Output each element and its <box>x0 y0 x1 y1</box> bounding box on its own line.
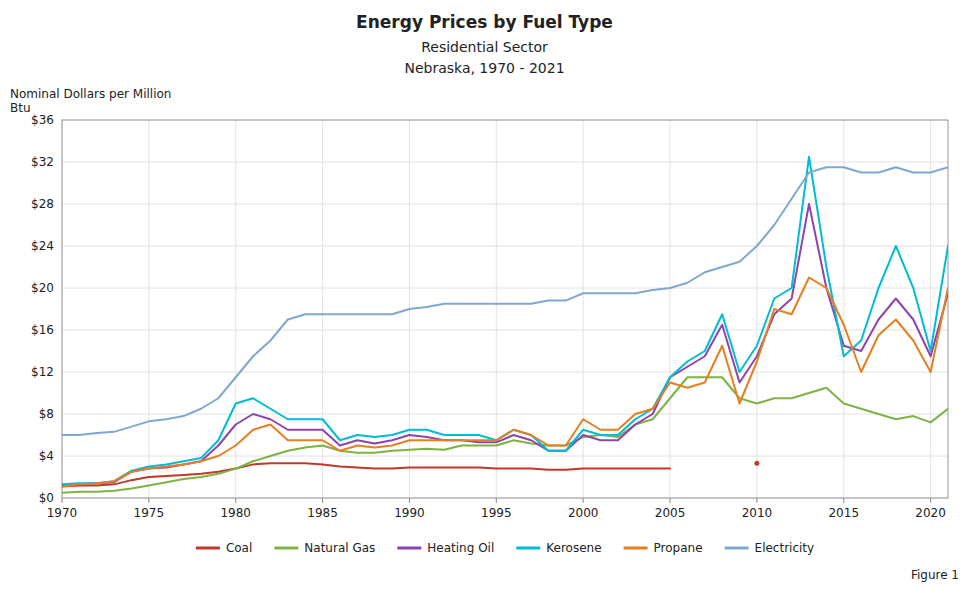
x-grid-line <box>756 120 757 498</box>
line <box>62 278 948 487</box>
y-tick-label: $28 <box>31 197 54 211</box>
legend-item: Propane <box>624 541 703 555</box>
legend-swatch <box>397 547 421 550</box>
x-tick-label: 2005 <box>655 506 686 520</box>
y-grid-line <box>62 414 948 415</box>
title: Energy Prices by Fuel Type <box>356 12 613 32</box>
y-grid-line <box>62 456 948 457</box>
x-tick <box>322 498 323 503</box>
legend-swatch <box>725 547 749 550</box>
x-tick <box>583 498 584 503</box>
y-tick-label: $20 <box>31 281 54 295</box>
y-tick-label: $12 <box>31 365 54 379</box>
legend-item: Coal <box>196 541 252 555</box>
x-tick <box>670 498 671 503</box>
legend-label: Coal <box>226 541 252 555</box>
subtitle: Nebraska, 1970 - 2021 <box>404 60 564 76</box>
x-tick <box>930 498 931 503</box>
line <box>62 167 948 435</box>
plot-frame <box>62 120 948 498</box>
y-tick-label: $24 <box>31 239 54 253</box>
legend-label: Heating Oil <box>427 541 494 555</box>
legend-swatch <box>624 547 648 550</box>
grid <box>62 120 948 498</box>
y-grid-line <box>62 162 948 163</box>
legend-item: Natural Gas <box>274 541 375 555</box>
subtitle: Residential Sector <box>421 39 548 55</box>
legend-swatch <box>196 547 220 550</box>
x-tick-label: 1980 <box>220 506 251 520</box>
x-tick <box>756 498 757 503</box>
y-tick-label: $8 <box>39 407 54 421</box>
y-tick-label: $4 <box>39 449 54 463</box>
x-tick-label: 1975 <box>134 506 165 520</box>
x-tick <box>409 498 410 503</box>
x-tick <box>843 498 844 503</box>
x-tick <box>148 498 149 503</box>
line <box>62 204 948 485</box>
legend-label: Electricity <box>755 541 815 555</box>
line-point <box>754 461 759 466</box>
x-tick-label: 2000 <box>568 506 599 520</box>
y-grid-line <box>62 204 948 205</box>
x-grid-line <box>930 120 931 498</box>
x-grid-line <box>148 120 149 498</box>
annotation: Figure 1 <box>911 568 959 582</box>
legend-label: Propane <box>654 541 703 555</box>
legend-swatch <box>274 547 298 550</box>
y-grid-line <box>62 330 948 331</box>
legend-label: Kerosene <box>546 541 601 555</box>
x-grid-line <box>235 120 236 498</box>
x-grid-line <box>670 120 671 498</box>
y-grid-line <box>62 288 948 289</box>
x-grid-line <box>843 120 844 498</box>
legend-label: Natural Gas <box>304 541 375 555</box>
y-tick-label: $0 <box>39 491 54 505</box>
x-tick-label: 2020 <box>915 506 946 520</box>
x-tick-label: 2010 <box>742 506 773 520</box>
y-label: Nominal Dollars per Million <box>10 87 171 101</box>
x-tick <box>62 498 63 503</box>
legend-item: Kerosene <box>516 541 601 555</box>
x-tick-label: 1970 <box>47 506 78 520</box>
y-grid-line <box>62 372 948 373</box>
chart: Energy Prices by Fuel Type Residential Se… <box>0 0 969 589</box>
series-group <box>62 157 948 493</box>
legend-swatch <box>516 547 540 550</box>
y-grid-line <box>62 246 948 247</box>
x-tick-label: 1995 <box>481 506 512 520</box>
y-tick-label: $36 <box>31 113 54 127</box>
legend-item: Electricity <box>725 541 815 555</box>
y-tick-label: $32 <box>31 155 54 169</box>
x-tick-label: 1990 <box>394 506 425 520</box>
x-tick-label: 1985 <box>307 506 338 520</box>
x-grid-line <box>583 120 584 498</box>
legend: Coal Natural Gas Heating Oil Kerosene Propan… <box>196 541 814 555</box>
y-label: Btu <box>10 101 31 115</box>
x-tick <box>496 498 497 503</box>
x-tick <box>235 498 236 503</box>
x-tick-label: 2015 <box>828 506 859 520</box>
legend-item: Heating Oil <box>397 541 494 555</box>
y-tick-label: $16 <box>31 323 54 337</box>
